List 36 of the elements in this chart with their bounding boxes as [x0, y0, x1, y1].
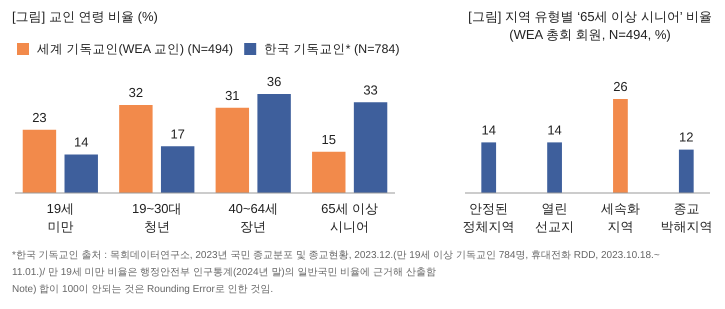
chart-subtitle: (WEA 총회 회원, N=494, %)	[509, 27, 671, 42]
data-label: 32	[128, 85, 144, 100]
data-label: 23	[32, 110, 47, 125]
x-tick-label: 19세 미만	[46, 201, 74, 234]
data-label: 36	[266, 74, 282, 89]
text: *한국 기독교인 출처 : 목회데이터연구소, 2023년 국민 종교분포 및 종교현황, 2023.12.(만 19세 이상 기독교인 784명, 휴대전화 RDD, 2023.10.18.~	[12, 250, 660, 261]
data-label: 33	[363, 82, 378, 98]
bar	[160, 146, 194, 193]
data-label: 15	[322, 132, 336, 147]
data-label: 17	[170, 126, 185, 142]
chart-title: [그림] 지역 유형별 ‘65세 이상 시니어’ 비율	[468, 9, 712, 24]
data-label: 14	[481, 122, 496, 138]
x-tick-label: 안정된 정체지역	[462, 201, 515, 234]
bar	[257, 94, 291, 193]
x-tick-label: 열린 선교지	[535, 201, 574, 234]
bar	[354, 102, 388, 193]
legend-label: 한국 기독교인* (N=784)	[264, 42, 400, 56]
bar	[22, 130, 56, 193]
text: 11.01.)/ 만 19세 미만 비율은 행정안전부 인구통계(2024년 말)의 일반국민 비율에 근거해 산출함	[12, 267, 436, 278]
x-tick-label: 65세 이상 시니어	[321, 201, 378, 234]
x-tick-label: 40~64세 장년	[228, 201, 278, 234]
data-label: 26	[613, 79, 628, 94]
x-tick-label: 19~30대 청년	[132, 201, 182, 234]
x-tick-label: 종교 박해지역	[660, 201, 712, 234]
legend-label: 세계 기독교인(WEA 교인) (N=494)	[37, 42, 234, 56]
data-label: 12	[679, 130, 694, 145]
bar	[119, 105, 153, 193]
bar	[64, 154, 98, 193]
bar	[312, 152, 346, 193]
chart-title: [그림] 교인 연령 비율 (%)	[12, 9, 158, 24]
data-label: 14	[74, 134, 88, 150]
bar	[216, 108, 250, 193]
data-label: 31	[225, 88, 240, 103]
text: Note) 합이 100이 안되는 것은 Rounding Error로 인한 것임.	[12, 284, 274, 295]
x-tick-label: 세속화 지역	[600, 201, 640, 234]
data-label: 14	[547, 122, 562, 138]
